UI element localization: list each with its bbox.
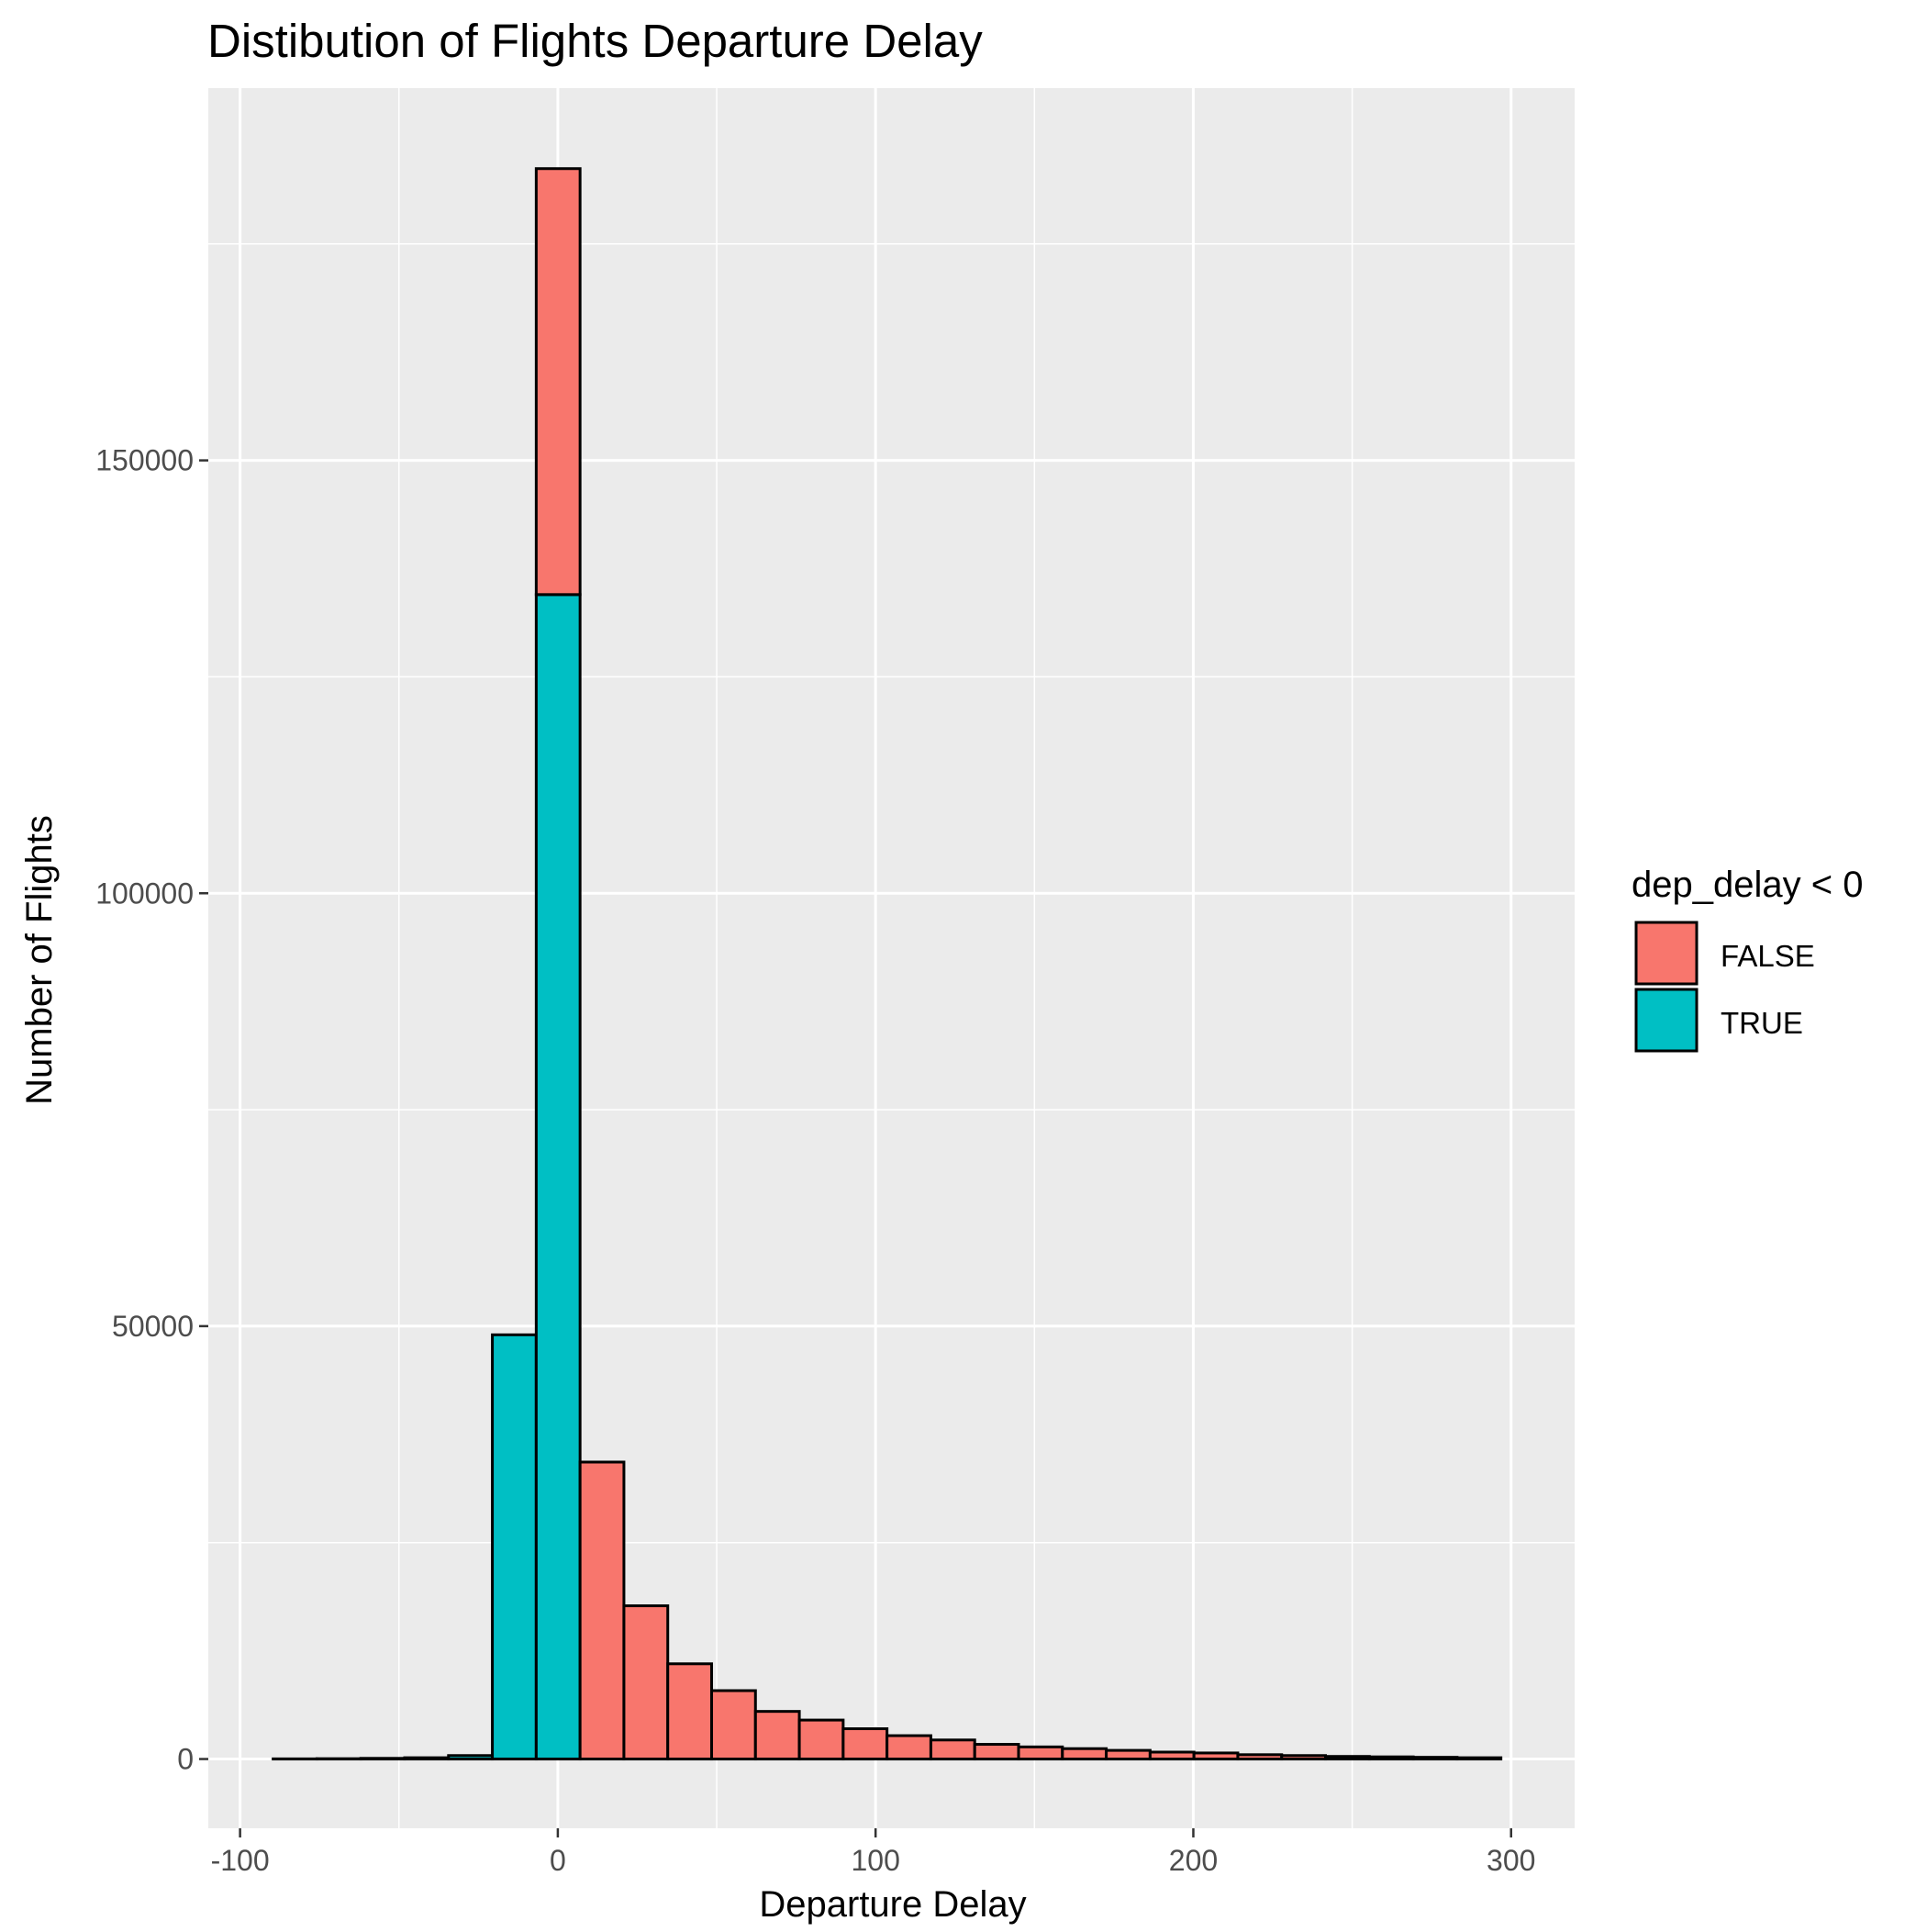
bar-false: [887, 1736, 931, 1759]
x-tick-label: 0: [550, 1844, 566, 1877]
y-tick-label: 50000: [112, 1310, 194, 1343]
y-axis-title: Number of Flights: [19, 815, 60, 1105]
bar-false: [799, 1720, 843, 1759]
bar-false: [1063, 1748, 1107, 1759]
bar-false: [1413, 1758, 1457, 1759]
legend-key-true: [1636, 989, 1697, 1051]
y-tick-label: 100000: [95, 877, 194, 910]
bar-false: [536, 169, 580, 595]
bar-false: [1150, 1752, 1194, 1759]
bar-true: [536, 595, 580, 1759]
bar-false: [1369, 1757, 1413, 1759]
bar-false: [975, 1745, 1019, 1759]
x-tick-label: 300: [1487, 1844, 1535, 1877]
bar-true: [405, 1758, 449, 1759]
bar-false: [1326, 1757, 1370, 1759]
bar-false: [843, 1729, 887, 1759]
legend-key-false: [1636, 922, 1697, 984]
plot-panel: [208, 88, 1575, 1828]
bar-false: [1194, 1753, 1238, 1759]
bar-false: [930, 1740, 975, 1759]
bar-false: [1457, 1758, 1501, 1759]
bar-false: [1238, 1755, 1282, 1759]
bar-false: [712, 1691, 756, 1759]
bar-false: [624, 1606, 668, 1759]
chart-title: Distibution of Flights Departure Delay: [207, 15, 983, 67]
bar-false: [1282, 1756, 1326, 1759]
panel-background: [208, 88, 1575, 1828]
bar-false: [755, 1712, 799, 1759]
bar-false: [668, 1664, 712, 1759]
y-tick-label: 0: [177, 1743, 194, 1776]
bar-false: [580, 1462, 624, 1759]
x-tick-label: 200: [1169, 1844, 1218, 1877]
legend-title: dep_delay < 0: [1632, 865, 1863, 905]
x-tick-label: 100: [851, 1844, 899, 1877]
bar-false: [1019, 1747, 1063, 1759]
x-tick-label: -100: [211, 1844, 270, 1877]
legend-label-true: TRUE: [1721, 1006, 1803, 1040]
bar-true: [493, 1335, 537, 1759]
legend-label-false: FALSE: [1721, 939, 1815, 973]
bar-true: [449, 1756, 493, 1759]
x-axis-title: Departure Delay: [759, 1884, 1026, 1925]
bar-false: [1107, 1750, 1151, 1759]
y-tick-label: 150000: [95, 444, 194, 477]
